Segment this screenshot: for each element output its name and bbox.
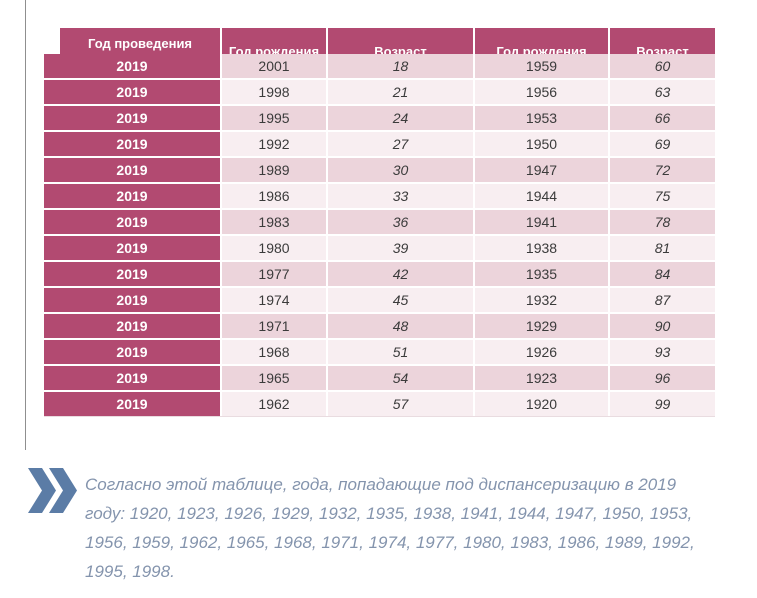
age-cell: 90	[610, 314, 715, 338]
age-cell: 93	[610, 340, 715, 364]
birth-year-cell: 1977	[222, 262, 326, 286]
age-cell: 30	[328, 158, 473, 182]
age-cell: 39	[328, 236, 473, 260]
birth-year-cell: 1980	[222, 236, 326, 260]
birth-year-cell: 1968	[222, 340, 326, 364]
birth-year-cell: 1929	[475, 314, 608, 338]
birth-year-cell: 1959	[475, 54, 608, 78]
chevron-2	[49, 468, 77, 513]
exam-year-cell: 2019	[44, 80, 220, 104]
age-cell: 96	[610, 366, 715, 390]
exam-year-cell: 2019	[44, 392, 220, 416]
exam-year-cell: 2019	[44, 366, 220, 390]
age-cell: 24	[328, 106, 473, 130]
exam-year-cell: 2019	[44, 106, 220, 130]
exam-year-cell: 2019	[44, 262, 220, 286]
exam-year-cell: 2019	[44, 158, 220, 182]
age-cell: 18	[328, 54, 473, 78]
age-cell: 42	[328, 262, 473, 286]
age-cell: 75	[610, 184, 715, 208]
birth-year-cell: 1926	[475, 340, 608, 364]
double-chevron-right-icon	[28, 468, 77, 513]
age-cell: 72	[610, 158, 715, 182]
birth-year-cell: 1956	[475, 80, 608, 104]
birth-year-cell: 1971	[222, 314, 326, 338]
birth-year-cell: 1995	[222, 106, 326, 130]
birth-year-cell: 1953	[475, 106, 608, 130]
birth-year-cell: 1941	[475, 210, 608, 234]
age-cell: 99	[610, 392, 715, 416]
birth-year-cell: 1965	[222, 366, 326, 390]
birth-year-cell: 1923	[475, 366, 608, 390]
birth-year-cell: 1989	[222, 158, 326, 182]
birth-year-cell: 1986	[222, 184, 326, 208]
age-cell: 33	[328, 184, 473, 208]
exam-year-cell: 2019	[44, 132, 220, 156]
age-cell: 63	[610, 80, 715, 104]
note-text: Согласно этой таблице, года, попадающие …	[85, 475, 695, 581]
age-cell: 21	[328, 80, 473, 104]
birth-year-cell: 1935	[475, 262, 608, 286]
age-cell: 27	[328, 132, 473, 156]
exam-year-cell: 2019	[44, 236, 220, 260]
birth-year-cell: 1947	[475, 158, 608, 182]
birth-year-cell: 1974	[222, 288, 326, 312]
age-cell: 54	[328, 366, 473, 390]
birth-year-cell: 1983	[222, 210, 326, 234]
exam-year-cell: 2019	[44, 340, 220, 364]
exam-year-cell: 2019	[44, 314, 220, 338]
birth-year-cell: 1920	[475, 392, 608, 416]
birth-year-cell: 1944	[475, 184, 608, 208]
age-cell: 66	[610, 106, 715, 130]
age-cell: 57	[328, 392, 473, 416]
age-cell: 60	[610, 54, 715, 78]
birth-year-cell: 2001	[222, 54, 326, 78]
birth-year-cell: 1932	[475, 288, 608, 312]
age-cell: 45	[328, 288, 473, 312]
exam-year-cell: 2019	[44, 184, 220, 208]
left-frame-line	[25, 0, 26, 450]
birth-year-cell: 1950	[475, 132, 608, 156]
birth-year-cell: 1938	[475, 236, 608, 260]
age-cell: 51	[328, 340, 473, 364]
age-cell: 84	[610, 262, 715, 286]
age-cell: 81	[610, 236, 715, 260]
exam-year-cell: 2019	[44, 288, 220, 312]
birth-year-cell: 1998	[222, 80, 326, 104]
chevron-1	[28, 468, 56, 513]
age-cell: 69	[610, 132, 715, 156]
exam-year-cell: 2019	[44, 210, 220, 234]
age-cell: 36	[328, 210, 473, 234]
dispensary-table: Год проведения диспансеризации Год рожде…	[44, 28, 715, 417]
exam-year-cell: 2019	[44, 54, 220, 78]
age-cell: 78	[610, 210, 715, 234]
age-cell: 87	[610, 288, 715, 312]
age-cell: 48	[328, 314, 473, 338]
birth-year-cell: 1962	[222, 392, 326, 416]
birth-year-cell: 1992	[222, 132, 326, 156]
